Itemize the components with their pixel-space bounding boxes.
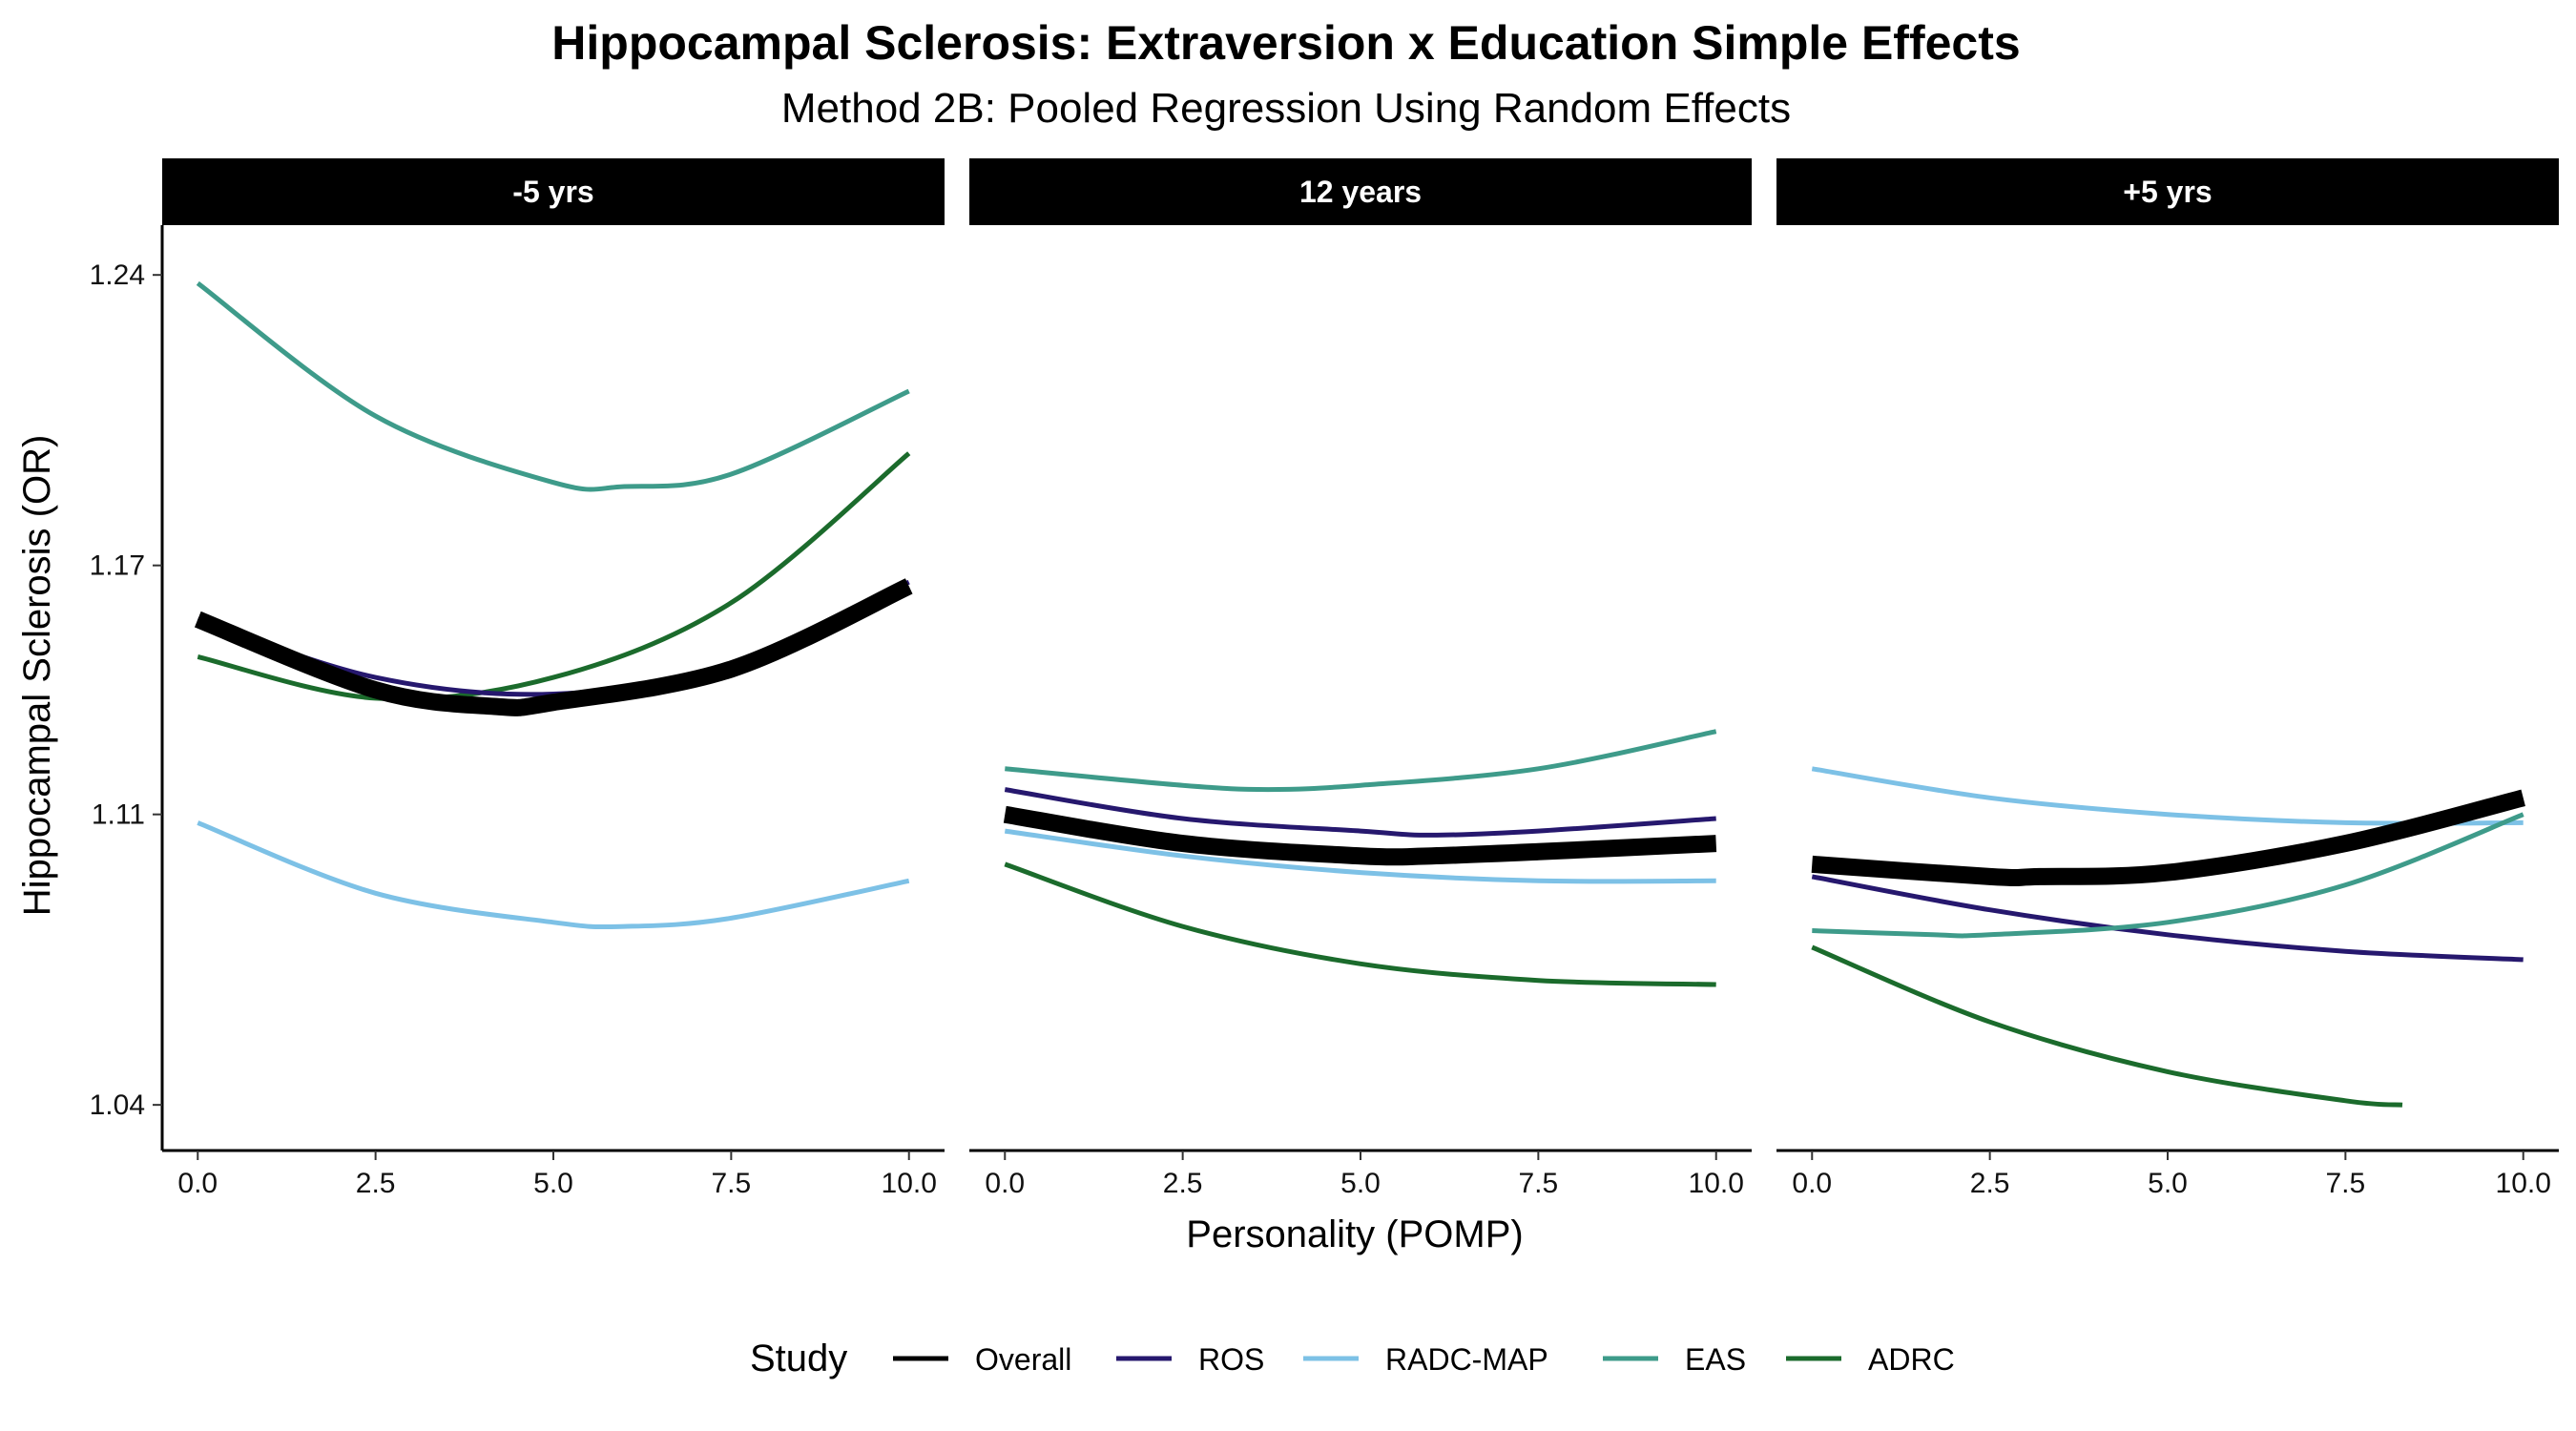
series-line-radc-map — [197, 820, 910, 930]
legend-label-eas: EAS — [1685, 1342, 1746, 1377]
x-tick-label: 2.5 — [1970, 1168, 2010, 1199]
chart-title: Hippocampal Sclerosis: Extraversion x Ed… — [551, 16, 2020, 70]
legend-item-radc-map: RADC-MAP — [1303, 1342, 1548, 1377]
legend: Study Overall ROS RADC-MAP EAS ADRC — [750, 1338, 1955, 1379]
legend-item-ros: ROS — [1116, 1342, 1264, 1377]
x-tick-label: 0.0 — [1792, 1168, 1832, 1199]
legend-label-adrc: ADRC — [1868, 1342, 1955, 1377]
facet-strip-label: 12 years — [1299, 175, 1422, 209]
x-tick-label: 10.0 — [882, 1168, 937, 1199]
x-tick-label: 10.0 — [2496, 1168, 2551, 1199]
series-line-eas — [1005, 729, 1717, 793]
x-tick-label: 2.5 — [1163, 1168, 1203, 1199]
series-line-radc-map — [1811, 766, 2524, 826]
x-axis-title: Personality (POMP) — [1186, 1213, 1523, 1255]
series-line-adrc — [197, 451, 911, 702]
legend-item-adrc: ADRC — [1786, 1342, 1955, 1377]
facet-panel-5-yrs: +5 yrs 0.0 2.5 5.0 7.5 10.0 — [1776, 158, 2559, 1199]
facet-strip — [1776, 158, 2559, 225]
y-tick-label: 1.04 — [90, 1089, 145, 1121]
chart-subtitle: Method 2B: Pooled Regression Using Rando… — [781, 85, 1791, 132]
x-tick-label: 10.0 — [1689, 1168, 1744, 1199]
x-tick-label: 0.0 — [177, 1168, 218, 1199]
facet-panel-5-yrs: -5 yrs 0.0 2.5 5.0 7.5 10.0 1.04 1.11 1.17 1.24 — [90, 158, 945, 1199]
x-tick-label: 7.5 — [1519, 1168, 1559, 1199]
series-line-overall — [194, 578, 913, 716]
x-tick-label: 2.5 — [356, 1168, 396, 1199]
y-axis-title: Hippocampal Sclerosis (OR) — [16, 435, 58, 917]
legend-item-eas: EAS — [1603, 1342, 1746, 1377]
legend-title: Study — [750, 1338, 847, 1379]
series-line-ros — [1811, 874, 2524, 963]
legend-item-overall: Overall — [893, 1342, 1071, 1377]
x-tick-label: 5.0 — [1340, 1168, 1381, 1199]
x-tick-label: 5.0 — [533, 1168, 573, 1199]
legend-label-radc-map: RADC-MAP — [1385, 1342, 1548, 1377]
series-line-ros — [1004, 787, 1716, 838]
facet-strip-label: -5 yrs — [512, 175, 593, 209]
facet-strip — [969, 158, 1752, 225]
x-tick-label: 0.0 — [985, 1168, 1025, 1199]
series-line-radc-map — [1004, 828, 1716, 884]
facet-panels: -5 yrs 0.0 2.5 5.0 7.5 10.0 1.04 1.11 1.17 1.24 12… — [90, 158, 2559, 1199]
series-line-eas — [196, 280, 910, 492]
y-tick-label: 1.24 — [90, 259, 145, 291]
facet-strip-label: +5 yrs — [2123, 175, 2212, 209]
series-line-overall — [1003, 805, 1717, 866]
y-tick-label: 1.17 — [90, 550, 145, 582]
series-line-eas — [1812, 812, 2524, 939]
series-line-overall — [1811, 789, 2525, 887]
series-line-adrc — [1811, 944, 2403, 1108]
legend-label-overall: Overall — [975, 1342, 1071, 1377]
x-tick-label: 7.5 — [712, 1168, 752, 1199]
series-line-adrc — [1004, 861, 1716, 987]
facet-strip — [162, 158, 945, 225]
legend-label-ros: ROS — [1198, 1342, 1264, 1377]
y-tick-label: 1.11 — [92, 799, 145, 831]
x-tick-label: 7.5 — [2326, 1168, 2366, 1199]
x-tick-label: 5.0 — [2148, 1168, 2188, 1199]
facet-panel-12-years: 12 years 0.0 2.5 5.0 7.5 10.0 — [969, 158, 1752, 1199]
